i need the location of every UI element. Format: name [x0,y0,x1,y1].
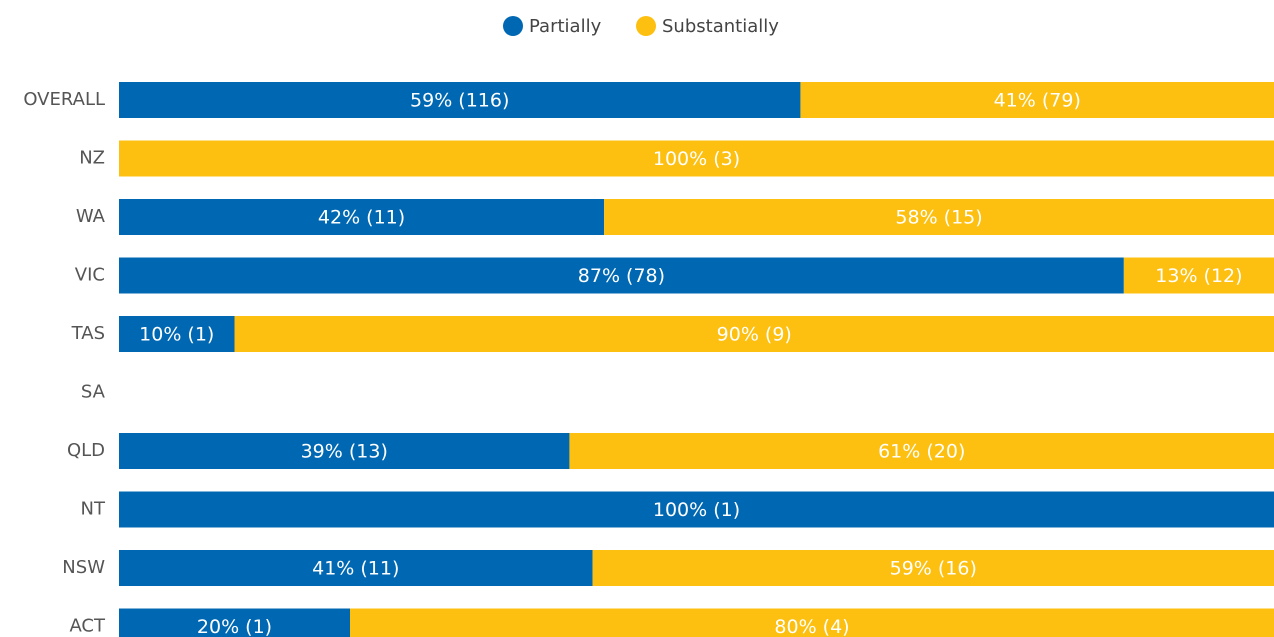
bar-segment [350,608,1274,637]
legend-label: Partially [529,16,602,37]
bar-segment [119,608,350,637]
bar-segment [119,550,593,586]
data-label: 87% (78) [578,265,665,287]
bar-segment [569,433,1274,469]
legend-swatch [503,16,523,36]
bar-segment [119,433,570,469]
category-label: ACT [69,616,106,637]
data-label: 90% (9) [717,324,792,346]
data-label: 59% (16) [890,558,977,580]
category-label: WA [76,206,106,227]
category-label: TAS [71,323,105,344]
data-label: 100% (1) [653,499,740,521]
bar-segment [592,550,1274,586]
bar-segment [119,257,1124,294]
category-label: NSW [62,557,105,578]
category-label: NT [81,499,106,520]
data-label: 61% (20) [878,441,965,463]
category-label: OVERALL [23,89,105,110]
bar-segment [119,491,1274,528]
data-label: 41% (79) [994,90,1081,112]
legend-swatch [636,16,656,36]
data-label: 13% (12) [1155,265,1242,287]
bar-segment [119,199,605,235]
bar-segment [119,140,1274,177]
data-label: 39% (13) [301,441,388,463]
data-label: 10% (1) [139,324,214,346]
data-label: 100% (3) [653,148,740,170]
category-label: SA [81,382,106,403]
legend-label: Substantially [662,16,779,37]
data-label: 20% (1) [197,616,272,637]
bar-segment [1123,257,1274,294]
category-label: NZ [79,148,105,169]
bar-segment [800,82,1274,118]
category-label: VIC [75,265,105,286]
category-label: QLD [67,440,105,461]
data-label: 41% (11) [312,558,399,580]
bar-segment [234,316,1274,352]
data-label: 58% (15) [895,207,982,229]
bar-segment [119,316,235,352]
bar-segment [604,199,1274,235]
bar-segment [119,82,801,118]
data-label: 80% (4) [774,616,849,637]
data-label: 42% (11) [318,207,405,229]
data-label: 59% (116) [410,90,509,112]
